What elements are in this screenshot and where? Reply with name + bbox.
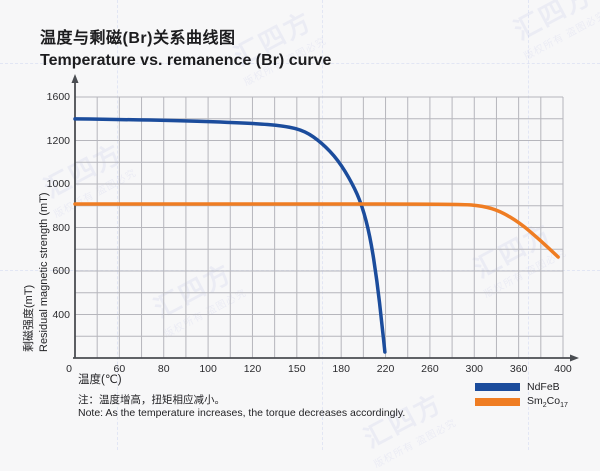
chart-plot-svg (71, 74, 579, 362)
legend-label-sm2co17: Sm2Co17 (527, 394, 568, 410)
legend-swatch-sm2co17 (475, 398, 520, 406)
footnote-en: Note: As the temperature increases, the … (78, 407, 406, 419)
legend-item-sm2co17: Sm2Co17 (475, 395, 568, 409)
y-axis-title-zh: 剩磁强度(mT) (23, 284, 35, 352)
x-axis-title: 温度(℃) (78, 374, 122, 386)
x-tick-label: 220 (376, 363, 395, 375)
x-tick-label: 260 (421, 363, 439, 375)
x-axis-arrow-icon (570, 354, 579, 362)
x-tick-label: 80 (157, 363, 170, 375)
title-block: 温度与剩磁(Br)关系曲线图 Temperature vs. remanence… (40, 28, 331, 72)
legend: NdFeB Sm2Co17 (475, 380, 568, 410)
x-tick-label: 360 (509, 363, 528, 375)
y-axis-title: 剩磁强度(mT) Residual magnetic strength (mT) (22, 32, 52, 352)
y-tick-label: 800 (52, 221, 70, 234)
series-curve-sm2co17 (73, 202, 560, 259)
y-axis-title-en: Residual magnetic strength (mT) (38, 192, 50, 352)
legend-item-ndfeb: NdFeB (475, 380, 568, 394)
y-tick-label: 1200 (46, 134, 70, 147)
series-curve-ndfeb (73, 117, 387, 354)
x-tick-label: 60 (113, 363, 126, 375)
x-tick-label: 180 (332, 363, 350, 375)
legend-label-ndfeb: NdFeB (527, 381, 560, 393)
x-tick-label: 300 (465, 363, 484, 375)
y-tick-label: 600 (52, 265, 70, 277)
y-tick-label: 1600 (46, 91, 70, 103)
x-tick-label: 400 (554, 363, 572, 375)
footnote-zh: 注：温度增高，扭矩相应减小。 (78, 394, 225, 406)
x-tick-label: 100 (199, 363, 217, 375)
gridlines (74, 96, 564, 359)
x-tick-label: 120 (243, 363, 262, 375)
y-tick-label: 400 (52, 308, 70, 321)
legend-swatch-ndfeb (475, 383, 520, 391)
y-axis-arrow-icon (71, 74, 79, 83)
page-title-en: Temperature vs. remanence (Br) curve (40, 52, 332, 69)
x-tick-label: 150 (288, 363, 306, 375)
page-title-zh: 温度与剩磁(Br)关系曲线图 (40, 30, 236, 47)
footnote: 注：温度增高，扭矩相应减小。 Note: As the temperature … (78, 394, 405, 420)
x-tick-label: 0 (66, 363, 72, 375)
y-tick-label: 1000 (46, 178, 70, 190)
